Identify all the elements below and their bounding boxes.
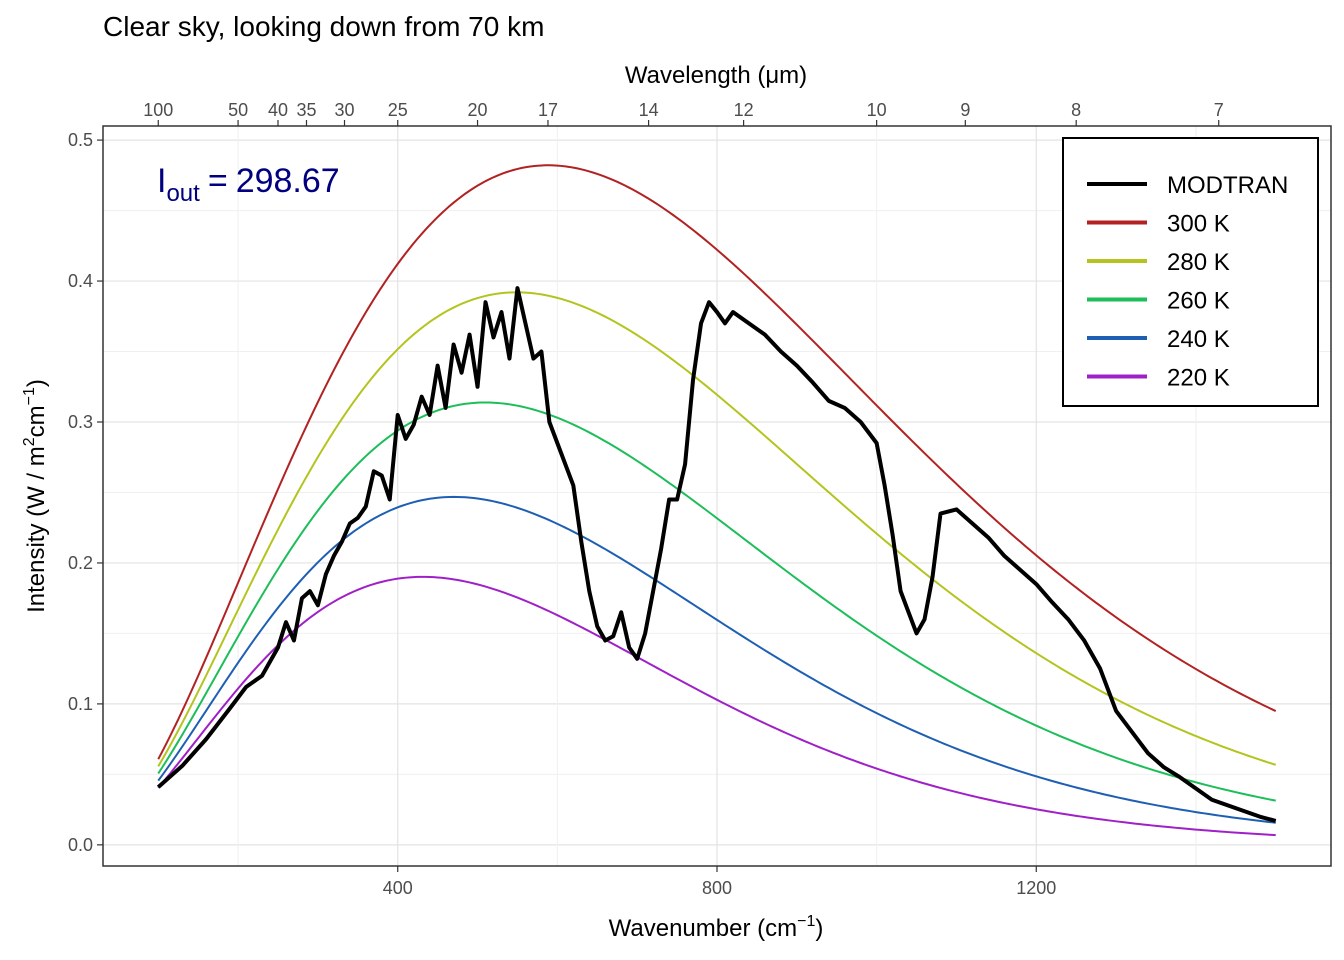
- legend-items: MODTRAN 300 K 280 K 260 K 240 K 220 K: [1087, 172, 1288, 392]
- iout-subscript: out: [166, 180, 200, 207]
- x-tick-label: 1200: [1016, 878, 1056, 898]
- top-tick-label: 10: [867, 100, 887, 120]
- y-axis-title-sup1: 2: [21, 437, 38, 446]
- top-tick-label: 50: [228, 100, 248, 120]
- x-axis-title: Wavenumber (cm−1): [609, 913, 824, 942]
- x-axis-title-sup: −1: [797, 913, 815, 930]
- top-tick-label: 14: [639, 100, 659, 120]
- top-tick-label: 17: [538, 100, 558, 120]
- top-tick-label: 20: [468, 100, 488, 120]
- y-axis-title-main: Intensity (W / m: [23, 446, 50, 613]
- top-tick-label: 8: [1071, 100, 1081, 120]
- series-line-220k: [157, 575, 1276, 837]
- top-tick-label: 7: [1214, 100, 1224, 120]
- top-tick-label: 35: [296, 100, 316, 120]
- iout-label: I: [157, 162, 166, 200]
- y-tick-label: 0.3: [68, 412, 93, 432]
- y-axis-title-close: ): [23, 379, 50, 387]
- x-axis-title-close: ): [815, 915, 823, 942]
- x-axis-ticks: 400 800 1200: [383, 866, 1056, 898]
- chart-title: Clear sky, looking down from 70 km: [103, 11, 544, 42]
- y-tick-label: 0.4: [68, 271, 93, 291]
- y-tick-label: 0.5: [68, 130, 93, 150]
- legend-label: MODTRAN: [1167, 172, 1288, 199]
- modtran-series: [156, 286, 1277, 823]
- legend-label: 260 K: [1167, 288, 1230, 315]
- series-line-260k: [157, 401, 1276, 802]
- x-tick-label: 400: [383, 878, 413, 898]
- series-line-280k: [157, 291, 1277, 767]
- top-tick-label: 9: [960, 100, 970, 120]
- top-tick-label: 30: [334, 100, 354, 120]
- top-tick-label: 40: [268, 100, 288, 120]
- legend: MODTRAN 300 K 280 K 260 K 240 K 220 K: [1062, 137, 1319, 407]
- top-axis-title: Wavelength (μm): [625, 62, 807, 89]
- iout-equals: =: [208, 162, 228, 200]
- iout-value: 298.67: [236, 162, 340, 200]
- y-tick-label: 0.1: [68, 694, 93, 714]
- legend-label: 220 K: [1167, 365, 1230, 392]
- top-axis-ticks: 100 50 40 35 30 25 20 17 14 12 10 9 8 7: [143, 100, 1224, 126]
- legend-label: 240 K: [1167, 326, 1230, 353]
- legend-label: 300 K: [1167, 211, 1230, 238]
- x-tick-label: 800: [702, 878, 732, 898]
- y-axis-title: Intensity (W / m2cm−1): [21, 379, 50, 613]
- y-axis-title-sup2: −1: [21, 387, 38, 405]
- y-tick-label: 0.0: [68, 835, 93, 855]
- top-tick-label: 25: [388, 100, 408, 120]
- y-axis-title-mid: cm: [23, 405, 50, 437]
- y-tick-label: 0.2: [68, 553, 93, 573]
- iout-annotation: Iout = 298.67: [157, 162, 340, 207]
- x-axis-title-main: Wavenumber (cm: [609, 915, 797, 942]
- top-tick-label: 100: [143, 100, 173, 120]
- y-axis-ticks: 0.0 0.1 0.2 0.3 0.4 0.5: [68, 130, 103, 855]
- legend-label: 280 K: [1167, 249, 1230, 276]
- top-tick-label: 12: [734, 100, 754, 120]
- series-line-300k: [157, 164, 1277, 760]
- series-line-modtran: [156, 286, 1277, 823]
